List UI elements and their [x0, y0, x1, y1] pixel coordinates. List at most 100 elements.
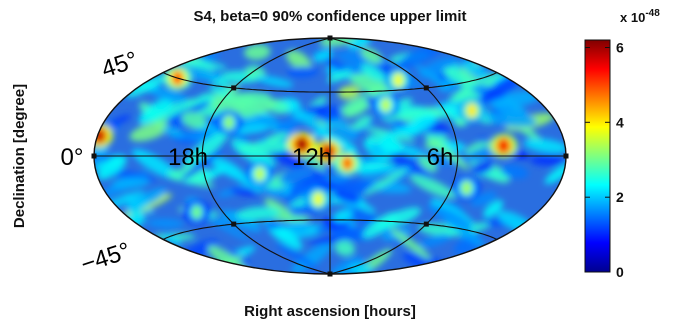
- heatmap-blob: [229, 188, 259, 196]
- heatmap-blob: [148, 87, 188, 103]
- heatmap-blob: [180, 149, 223, 181]
- heatmap-blob: [462, 61, 489, 79]
- hotspot-peak: [498, 138, 509, 153]
- ra-tick-6h: 6h: [427, 144, 454, 171]
- parallel-line: [162, 219, 498, 240]
- heatmap-blob: [223, 91, 272, 106]
- heatmap-blob: [132, 149, 179, 180]
- colorbar-exponent-power: -48: [645, 8, 660, 19]
- heatmap-blob: [275, 243, 319, 270]
- heatmap-blob: [523, 138, 566, 154]
- colorbar-exponent: x 10-48: [620, 8, 660, 25]
- heatmap-blob: [304, 104, 328, 115]
- heatmap-blob: [94, 145, 109, 161]
- heatmap-blob: [235, 206, 281, 221]
- heatmap-blob: [369, 143, 388, 158]
- heatmap-blob: [146, 218, 184, 228]
- heatmap-blob: [483, 200, 504, 218]
- heatmap-blob: [409, 174, 456, 199]
- colorbar-tick-label: 4: [616, 114, 624, 130]
- heatmap-blob: [382, 122, 424, 139]
- heatmap-blob: [471, 191, 497, 207]
- heatmap-blob: [129, 122, 169, 142]
- hotspot-peak: [461, 181, 472, 195]
- heatmap-blob: [265, 131, 289, 144]
- heatmap-blob: [418, 155, 438, 173]
- heatmap-blob: [111, 176, 150, 189]
- heatmap-blob: [501, 164, 529, 179]
- colorbar-tick-label: 0: [616, 264, 624, 280]
- heatmap-blob: [287, 66, 319, 78]
- heatmap-blob: [349, 73, 399, 93]
- heatmap-blob: [221, 209, 262, 232]
- grid-marker: [423, 85, 429, 91]
- heatmap-blob: [362, 212, 399, 239]
- heatmap-blob: [363, 168, 408, 196]
- heatmap-blob: [379, 137, 402, 155]
- dec-tick-45: 45°: [98, 46, 141, 83]
- heatmap-blob: [109, 114, 131, 127]
- colorbar-exponent-base: x 10: [620, 10, 645, 25]
- heatmap-blob: [181, 111, 207, 129]
- heatmap-blob: [97, 155, 127, 180]
- heatmap-blob: [220, 164, 263, 193]
- sky-boundary: [93, 37, 567, 275]
- hotspot-peak: [296, 137, 307, 152]
- coordinate-grid: [91, 35, 569, 277]
- chart-title: S4, beta=0 90% confidence upper limit: [193, 8, 466, 25]
- colorbar-tick-label: 6: [616, 40, 624, 56]
- hotspot-peak: [254, 166, 265, 181]
- heatmap-blob: [286, 50, 312, 71]
- heatmap-blob: [448, 219, 486, 248]
- colorbar-gradient: [584, 39, 611, 273]
- heatmap-blob: [332, 209, 353, 223]
- heatmap-blob: [279, 166, 314, 184]
- heatmap-blob: [237, 141, 294, 155]
- ra-tick-12h: 12h: [292, 144, 332, 171]
- heatmap-blob: [428, 137, 470, 170]
- heatmap-blob: [255, 114, 298, 134]
- heatmap-blob: [183, 100, 229, 118]
- heatmap-blob: [182, 131, 229, 167]
- heatmap-blob: [203, 214, 250, 241]
- heatmap-blob: [544, 162, 566, 185]
- heatmap-blob: [162, 126, 185, 139]
- colorbar-tick-label: 2: [616, 189, 624, 205]
- hotspot-peak: [380, 97, 391, 112]
- y-axis-label: Declination [degree]: [11, 84, 28, 228]
- heatmap-blob: [327, 69, 352, 83]
- hotspot-peak: [191, 205, 202, 220]
- heatmap-blob: [138, 97, 174, 125]
- x-axis-label: Right ascension [hours]: [244, 303, 416, 320]
- colorbar-ticks: 0 2 4 6: [585, 40, 624, 280]
- heatmap-blob: [471, 160, 494, 175]
- heatmap-blob: [255, 75, 294, 88]
- hotspot-peak: [393, 73, 404, 88]
- ra-tick-18h: 18h: [168, 144, 208, 171]
- heatmap-blob: [334, 240, 355, 257]
- colorbar: 0 2 4 6 x 10-48: [584, 8, 660, 280]
- heatmap-blob: [352, 115, 372, 131]
- heatmap-blob: [442, 105, 462, 117]
- grid-marker: [423, 221, 429, 227]
- grid-marker: [231, 221, 237, 227]
- hotspot-peak: [313, 192, 324, 207]
- heatmap-blob: [358, 166, 411, 177]
- dec-tick-0: 0°: [61, 144, 84, 171]
- heatmap-blob: [316, 129, 358, 153]
- heatmap-blob: [360, 47, 383, 64]
- heatmap-blob: [392, 166, 413, 183]
- heatmap-blob: [288, 176, 320, 197]
- heatmap-blob: [400, 110, 452, 118]
- heatmap-blob: [125, 75, 166, 98]
- heatmap-blob: [418, 233, 453, 248]
- heatmap-blob: [125, 198, 149, 213]
- heatmap-blob: [443, 67, 477, 89]
- parallel-line: [162, 72, 498, 93]
- hotspot-peak: [223, 115, 234, 130]
- heatmap-blob: [307, 123, 332, 141]
- heatmap-blob: [485, 111, 537, 128]
- grid-marker: [231, 85, 237, 91]
- heatmap-blob: [390, 228, 431, 260]
